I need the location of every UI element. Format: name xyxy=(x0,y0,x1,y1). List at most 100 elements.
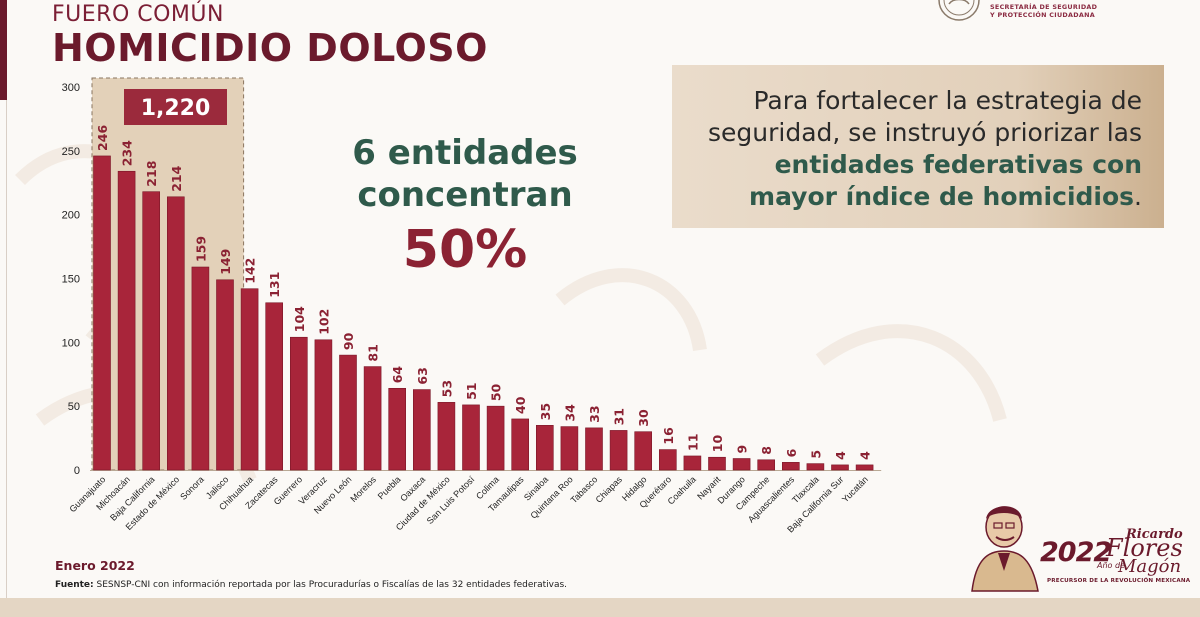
value-label-5: 149 xyxy=(218,249,233,275)
bar-11 xyxy=(363,366,382,471)
category-label-21: Chiapas xyxy=(594,474,625,505)
bar-9 xyxy=(314,339,333,471)
report-date: Enero 2022 xyxy=(55,558,135,573)
source-text: SESNSP-CNI con información reportada por… xyxy=(93,580,568,590)
value-label-30: 4 xyxy=(833,451,848,460)
bar-5 xyxy=(216,279,234,471)
left-divider-line xyxy=(6,100,7,600)
bar-14 xyxy=(437,402,456,471)
headline-line-1: 6 entidades xyxy=(352,133,578,173)
value-label-12: 64 xyxy=(390,366,405,384)
bar-29 xyxy=(806,463,825,471)
bar-8 xyxy=(289,336,308,471)
value-label-27: 8 xyxy=(759,446,774,455)
value-label-26: 9 xyxy=(735,445,750,454)
badge-tagline: PRECURSOR DE LA REVOLUCIÓN MEXICANA xyxy=(1047,578,1191,584)
value-label-3: 214 xyxy=(169,165,184,191)
bar-18 xyxy=(535,425,554,471)
bar-17 xyxy=(511,418,530,471)
category-label-4: Sonora xyxy=(178,474,206,502)
bar-16 xyxy=(486,405,505,471)
left-accent-strip xyxy=(0,0,7,100)
value-label-0: 246 xyxy=(95,125,110,151)
bar-22 xyxy=(634,431,653,471)
y-tick-label: 250 xyxy=(62,146,80,158)
bar-1 xyxy=(117,170,136,471)
bar-23 xyxy=(658,449,677,471)
category-label-31: Yucatán xyxy=(840,474,870,504)
bar-7 xyxy=(265,302,284,471)
bar-6 xyxy=(240,288,259,471)
callout-part-2: . xyxy=(1134,182,1142,211)
kicker-label: FUERO COMÚN xyxy=(52,2,224,27)
bar-4 xyxy=(191,266,210,471)
value-label-28: 6 xyxy=(784,448,799,457)
value-label-10: 90 xyxy=(341,332,356,350)
bar-20 xyxy=(585,427,603,471)
value-label-13: 63 xyxy=(415,367,430,384)
badge-name-middle: Flores xyxy=(1106,534,1183,562)
callout-part-1: Para fortalecer la estrategia de segurid… xyxy=(708,86,1142,147)
highlight-total-value: 1,220 xyxy=(141,96,211,121)
bar-28 xyxy=(781,462,800,471)
value-label-1: 234 xyxy=(120,140,135,166)
y-tick-label: 50 xyxy=(68,401,80,413)
government-seal-logo xyxy=(938,0,980,21)
value-label-21: 31 xyxy=(612,408,627,425)
value-label-2: 218 xyxy=(144,161,159,187)
page-title: HOMICIDIO DOLOSO xyxy=(52,26,488,70)
category-label-11: Morelos xyxy=(348,474,378,504)
badge-anio: Año de xyxy=(1097,561,1125,570)
bar-24 xyxy=(683,455,702,471)
highlight-total-badge xyxy=(124,89,227,125)
strategy-callout: Para fortalecer la estrategia de segurid… xyxy=(672,65,1164,228)
bar-12 xyxy=(388,387,407,471)
bar-10 xyxy=(339,354,357,471)
agency-logo-text: SECRETARÍA DE SEGURIDAD Y PROTECCIÓN CIU… xyxy=(990,3,1098,19)
bar-2 xyxy=(142,191,160,471)
y-tick-label: 0 xyxy=(74,465,80,477)
value-label-15: 51 xyxy=(464,382,479,399)
agency-line-2: Y PROTECCIÓN CIUDADANA xyxy=(990,10,1096,19)
value-label-16: 50 xyxy=(489,383,504,401)
value-label-22: 30 xyxy=(636,409,651,427)
bar-0 xyxy=(93,155,111,471)
bar-30 xyxy=(831,464,849,471)
bar-13 xyxy=(412,389,431,471)
bar-25 xyxy=(708,456,726,471)
bar-15 xyxy=(462,404,480,471)
y-tick-label: 200 xyxy=(62,210,80,222)
bottom-band xyxy=(0,598,1200,617)
value-label-29: 5 xyxy=(808,450,823,459)
value-label-24: 11 xyxy=(685,434,700,451)
badge-name-first: Ricardo xyxy=(1126,527,1183,542)
bar-26 xyxy=(732,458,751,471)
source-note: Fuente: SESNSP-CNI con información repor… xyxy=(55,580,567,590)
value-label-8: 104 xyxy=(292,306,307,332)
bar-21 xyxy=(609,430,628,471)
source-label: Fuente: xyxy=(55,580,94,590)
value-label-19: 34 xyxy=(562,404,577,422)
badge-year: 2022 xyxy=(1040,537,1112,568)
bar-27 xyxy=(757,459,776,471)
callout-text: Para fortalecer la estrategia de segurid… xyxy=(682,85,1142,213)
portrait-illustration xyxy=(971,506,1039,592)
bar-19 xyxy=(560,426,579,471)
value-label-9: 102 xyxy=(316,309,331,335)
value-label-18: 35 xyxy=(538,403,553,420)
headline-percent: 50% xyxy=(402,220,528,280)
category-label-20: Tabasco xyxy=(569,474,600,505)
y-tick-label: 300 xyxy=(62,82,80,94)
y-tick-label: 100 xyxy=(62,337,80,349)
value-label-4: 159 xyxy=(193,236,208,262)
y-tick-label: 150 xyxy=(62,274,80,286)
value-label-23: 16 xyxy=(661,427,676,445)
value-label-6: 142 xyxy=(243,258,258,284)
bar-3 xyxy=(167,196,185,471)
badge-name-last: Magón xyxy=(1118,556,1182,577)
agency-line-1: SECRETARÍA DE SEGURIDAD xyxy=(990,3,1098,11)
concentration-headline: 6 entidades concentran 50% xyxy=(340,132,590,282)
value-label-14: 53 xyxy=(439,380,454,397)
value-label-17: 40 xyxy=(513,396,528,414)
